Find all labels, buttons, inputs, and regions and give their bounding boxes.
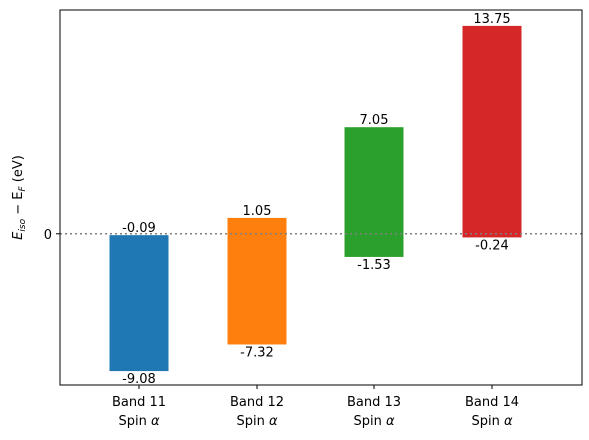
x-tick-label-line2: Spin α	[471, 414, 513, 429]
x-tick-label-line1: Band 14	[465, 395, 519, 410]
bar-high-label: 13.75	[473, 12, 510, 27]
x-ticks-layer: Band 11 Spin α Band 12 Spin α Band 13 Spin α B…	[112, 385, 519, 429]
y-axis-label: Eiso − EF (eV)	[11, 155, 28, 240]
x-tick-label-line1: Band 11	[112, 395, 166, 410]
y-tick-label: 0	[44, 228, 52, 243]
value-labels-layer: -0.09 -9.08 1.05 -7.32 7.05 -1.53 13.75 -0.24	[122, 12, 510, 387]
bar-low-label: -1.53	[357, 258, 391, 273]
bar-high-label: -0.09	[122, 221, 156, 236]
y-axis-label-main: E	[11, 231, 26, 240]
bar	[462, 25, 522, 238]
bars-layer	[109, 25, 522, 372]
x-tick-label-line1: Band 12	[230, 395, 284, 410]
bar-low-label: -0.24	[475, 238, 509, 253]
x-tick-label-line2: Spin α	[118, 414, 160, 429]
bar-low-label: -7.32	[240, 345, 274, 360]
y-axis-label-sub2: F	[18, 186, 28, 192]
bar-high-label: 7.05	[360, 113, 389, 128]
y-axis-label-minus: − E	[11, 192, 26, 219]
bar-high-label: 1.05	[243, 204, 272, 219]
x-tick-label-line2: Spin α	[353, 414, 395, 429]
y-ticks-layer: 0	[44, 228, 60, 243]
x-tick-label-line2: Spin α	[236, 414, 278, 429]
bar	[344, 127, 404, 257]
y-axis-label-unit: (eV)	[11, 155, 26, 186]
bar	[109, 235, 169, 372]
bar-low-label: -9.08	[122, 372, 156, 387]
plot-frame	[59, 9, 583, 386]
bar	[227, 217, 287, 345]
x-tick-label-line1: Band 13	[347, 395, 401, 410]
y-axis-label-main-sub: iso	[18, 218, 28, 231]
